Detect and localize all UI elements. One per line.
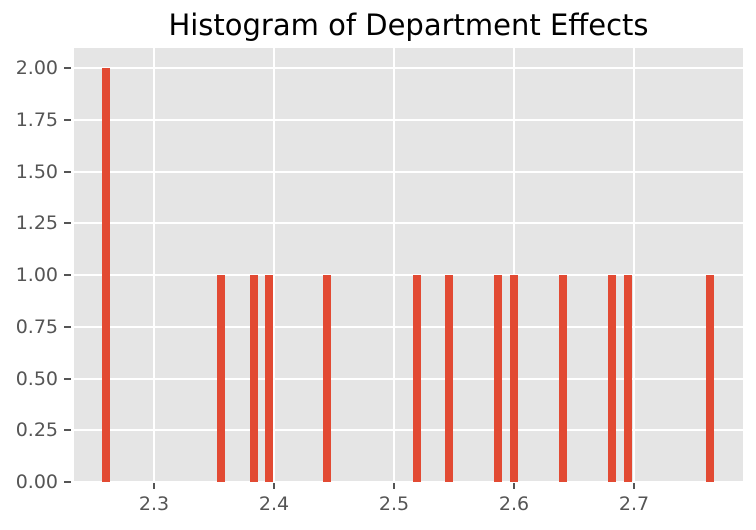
histogram-bar bbox=[445, 275, 454, 482]
y-gridline bbox=[74, 325, 743, 328]
y-tick-label: 0.00 bbox=[15, 471, 58, 493]
y-gridline bbox=[74, 274, 743, 277]
x-tick-mark bbox=[513, 483, 516, 489]
x-tick-label: 2.7 bbox=[618, 493, 650, 515]
histogram-bar bbox=[265, 275, 274, 482]
x-tick-label: 2.6 bbox=[498, 493, 530, 515]
x-gridline bbox=[513, 48, 516, 482]
histogram-bar bbox=[494, 275, 503, 482]
chart-title: Histogram of Department Effects bbox=[168, 8, 649, 42]
y-tick-mark bbox=[64, 274, 71, 277]
y-gridline bbox=[74, 429, 743, 432]
y-tick-label: 0.25 bbox=[15, 419, 58, 442]
y-gridline bbox=[74, 67, 743, 70]
y-gridline bbox=[74, 222, 743, 225]
y-tick-mark bbox=[64, 325, 71, 328]
histogram-bar bbox=[510, 275, 519, 482]
y-gridline bbox=[74, 170, 743, 173]
x-gridline bbox=[393, 48, 396, 482]
x-gridline bbox=[153, 48, 156, 482]
y-tick-mark bbox=[64, 429, 71, 432]
y-tick-label: 1.75 bbox=[15, 108, 58, 131]
y-gridline bbox=[74, 481, 743, 483]
x-gridline bbox=[633, 48, 636, 482]
x-tick-mark bbox=[273, 483, 276, 489]
y-tick-label: 0.75 bbox=[15, 315, 58, 338]
y-gridline bbox=[74, 118, 743, 121]
y-tick-label: 1.25 bbox=[15, 212, 58, 235]
x-tick-label: 2.5 bbox=[378, 493, 410, 515]
y-tick-label: 1.50 bbox=[15, 160, 58, 183]
histogram-bar bbox=[322, 275, 331, 482]
plot-area bbox=[74, 48, 743, 483]
histogram-bar bbox=[559, 275, 568, 482]
x-tick-mark bbox=[633, 483, 636, 489]
y-gridline bbox=[74, 377, 743, 380]
histogram-bar bbox=[412, 275, 421, 482]
y-tick-mark bbox=[64, 67, 71, 70]
y-tick-mark bbox=[64, 222, 71, 225]
y-tick-mark bbox=[64, 118, 71, 121]
histogram-bar bbox=[102, 68, 111, 482]
y-tick-mark bbox=[64, 377, 71, 380]
x-tick-mark bbox=[153, 483, 156, 489]
x-tick-label: 2.4 bbox=[258, 493, 290, 515]
histogram-bar bbox=[624, 275, 633, 482]
histogram-bar bbox=[217, 275, 226, 482]
x-tick-label: 2.3 bbox=[138, 493, 170, 515]
histogram-bar bbox=[705, 275, 714, 482]
histogram-bar bbox=[249, 275, 258, 482]
y-tick-mark bbox=[64, 481, 71, 483]
y-tick-mark bbox=[64, 170, 71, 173]
x-gridline bbox=[273, 48, 276, 482]
y-tick-label: 2.00 bbox=[15, 57, 58, 80]
y-tick-label: 1.00 bbox=[15, 264, 58, 287]
histogram-bar bbox=[608, 275, 617, 482]
x-tick-mark bbox=[393, 483, 396, 489]
y-tick-label: 0.50 bbox=[15, 367, 58, 390]
